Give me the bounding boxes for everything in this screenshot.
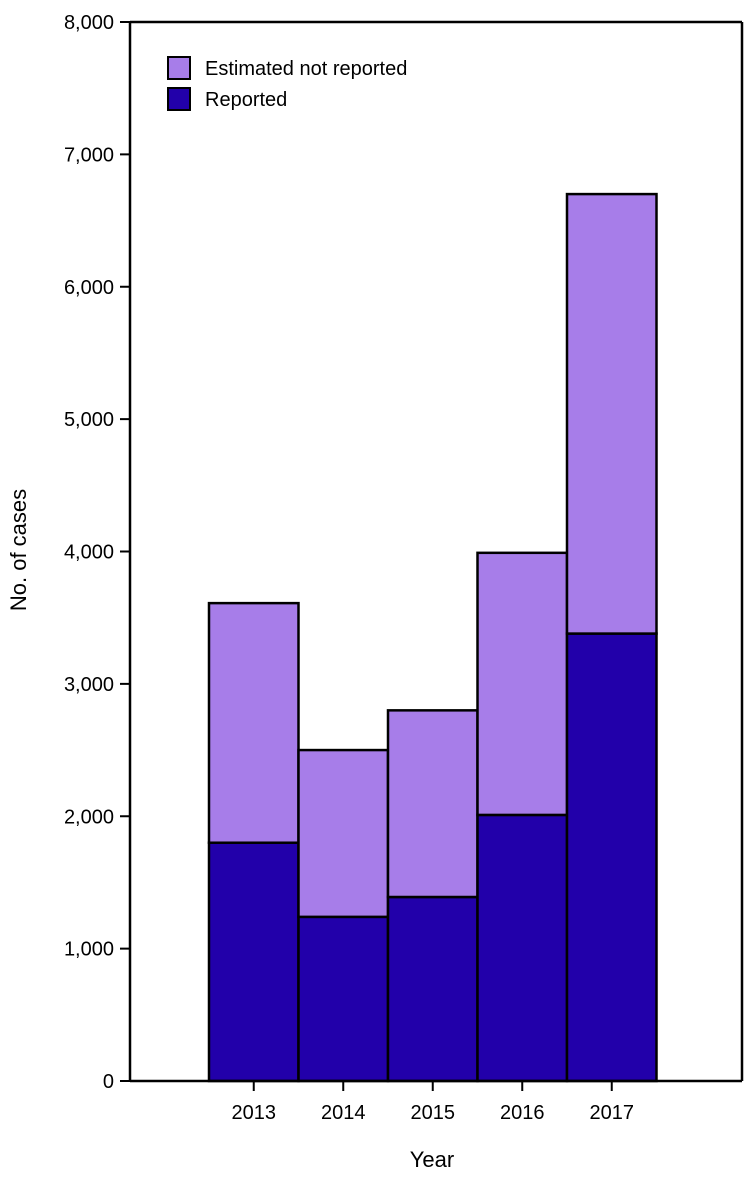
y-tick-label: 1,000 <box>64 939 114 961</box>
x-tick-label: 2015 <box>411 1102 456 1124</box>
y-tick-label: 4,000 <box>64 542 114 564</box>
bar-2016-reported <box>476 813 569 1083</box>
bar-2017-reported <box>565 632 658 1083</box>
x-tick-label: 2016 <box>500 1102 545 1124</box>
y-tick-label: 3,000 <box>64 674 114 696</box>
bar-2013-reported <box>207 841 300 1083</box>
legend-swatch-reported <box>167 87 191 111</box>
bar-2014-reported <box>297 915 390 1083</box>
bar-2015-estimated-not-reported <box>386 709 479 899</box>
y-tick-label: 5,000 <box>64 409 114 431</box>
legend-label-estimated-not-reported: Estimated not reported <box>205 58 407 80</box>
legend-swatch-estimated-not-reported <box>167 56 191 80</box>
y-tick-label: 2,000 <box>64 806 114 828</box>
x-tick-label: 2013 <box>232 1102 277 1124</box>
bar-2017-estimated-not-reported <box>565 192 658 635</box>
x-tick-label: 2017 <box>590 1102 635 1124</box>
y-tick-label: 7,000 <box>64 144 114 166</box>
y-tick-label: 8,000 <box>64 12 114 34</box>
bar-2013-estimated-not-reported <box>207 601 300 844</box>
x-axis-title: Year <box>410 1147 454 1172</box>
x-tick-label: 2014 <box>321 1102 366 1124</box>
bar-2015-reported <box>386 895 479 1083</box>
legend-label-reported: Reported <box>205 89 287 111</box>
y-tick-label: 0 <box>103 1071 114 1093</box>
bar-2016-estimated-not-reported <box>476 551 569 817</box>
bar-2014-estimated-not-reported <box>297 748 390 919</box>
y-axis-title: No. of cases <box>6 489 31 611</box>
y-tick-label: 6,000 <box>64 277 114 299</box>
